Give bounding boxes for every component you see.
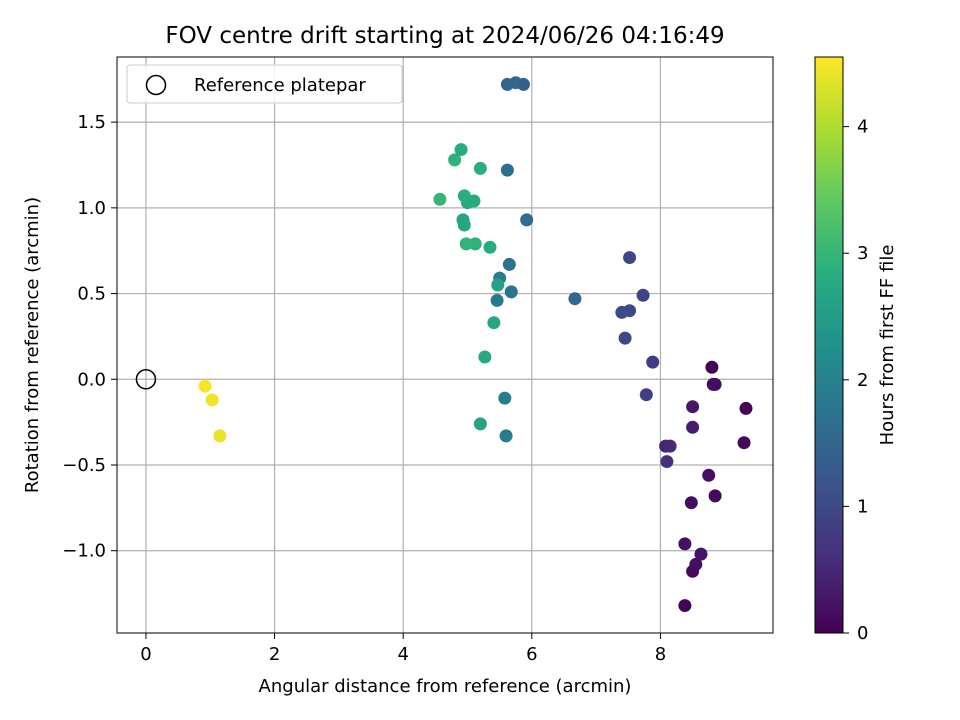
- colorbar-tick-label: 1: [857, 496, 868, 517]
- data-point: [491, 278, 505, 292]
- y-tick-label: 0.5: [77, 284, 106, 305]
- data-point: [487, 316, 501, 330]
- chart-title: FOV centre drift starting at 2024/06/26 …: [165, 23, 724, 49]
- data-point: [684, 496, 698, 510]
- x-tick-label: 2: [269, 644, 280, 665]
- data-point: [473, 417, 487, 431]
- data-point: [686, 400, 700, 414]
- reference-point: [135, 369, 157, 390]
- data-point: [213, 429, 227, 443]
- grid-lines: [117, 57, 773, 633]
- y-tick-label: 0.0: [77, 369, 106, 390]
- x-tick-label: 4: [397, 644, 408, 665]
- data-point: [478, 350, 492, 364]
- colorbar-ticks: 0 1 2 3 4: [843, 117, 868, 644]
- data-point: [448, 153, 462, 167]
- legend-marker: [145, 74, 167, 96]
- colorbar: 0 1 2 3 4 Hours from first FF file: [814, 56, 898, 644]
- legend-label: Reference platepar: [194, 75, 366, 96]
- data-point: [739, 401, 753, 415]
- data-point: [456, 213, 470, 227]
- data-point: [636, 288, 650, 302]
- x-axis-label: Angular distance from reference (arcmin): [259, 676, 632, 697]
- data-point: [708, 489, 722, 503]
- data-point: [483, 240, 497, 254]
- data-point: [516, 77, 530, 91]
- colorbar-tick-label: 4: [857, 117, 868, 138]
- data-point: [663, 439, 677, 453]
- legend-box: [126, 64, 403, 104]
- data-point: [705, 360, 719, 374]
- data-point: [706, 377, 720, 391]
- data-point: [623, 251, 637, 265]
- data-point: [646, 355, 660, 369]
- y-tick-label: −1.0: [62, 541, 106, 562]
- plot-frame: [116, 56, 774, 634]
- data-point: [686, 420, 700, 434]
- data-point: [205, 393, 219, 407]
- data-point: [454, 143, 468, 157]
- data-point: [678, 599, 692, 613]
- data-point: [615, 305, 629, 319]
- data-point: [639, 388, 653, 402]
- data-point: [502, 257, 516, 271]
- data-point: [498, 391, 512, 405]
- x-tick-label: 0: [140, 644, 151, 665]
- colorbar-tick-label: 2: [857, 370, 868, 391]
- y-tick-label: 1.0: [77, 198, 106, 219]
- data-point: [737, 436, 751, 450]
- y-axis-label: Rotation from reference (arcmin): [22, 197, 43, 493]
- colorbar-tick-label: 3: [857, 243, 868, 264]
- colorbar-tick-label: 0: [857, 623, 868, 644]
- data-point: [520, 213, 534, 227]
- data-point: [660, 455, 674, 469]
- data-point: [473, 161, 487, 175]
- x-tick-label: 6: [526, 644, 537, 665]
- data-point: [499, 429, 513, 443]
- data-point: [568, 292, 582, 306]
- axis-ticks: 0 2 4 6 8 −1.0 −0.5 0.0 0.5 1.0 1.5: [62, 112, 666, 665]
- data-point: [459, 237, 473, 251]
- x-tick-label: 8: [655, 644, 666, 665]
- legend: Reference platepar: [126, 64, 403, 104]
- y-tick-label: −0.5: [62, 455, 106, 476]
- data-point: [618, 331, 632, 345]
- colorbar-gradient: [814, 56, 844, 634]
- data-points: [135, 76, 753, 613]
- data-point: [500, 163, 514, 177]
- data-point: [702, 468, 716, 482]
- data-point: [504, 285, 518, 299]
- colorbar-label: Hours from first FF file: [877, 245, 898, 446]
- data-point: [689, 557, 703, 571]
- data-point: [490, 293, 504, 307]
- data-point: [678, 537, 692, 551]
- data-point: [694, 547, 708, 561]
- data-point: [457, 189, 471, 203]
- y-tick-label: 1.5: [77, 112, 106, 133]
- data-point: [433, 192, 447, 206]
- data-point: [198, 379, 212, 393]
- data-point: [467, 194, 481, 208]
- data-point: [468, 237, 482, 251]
